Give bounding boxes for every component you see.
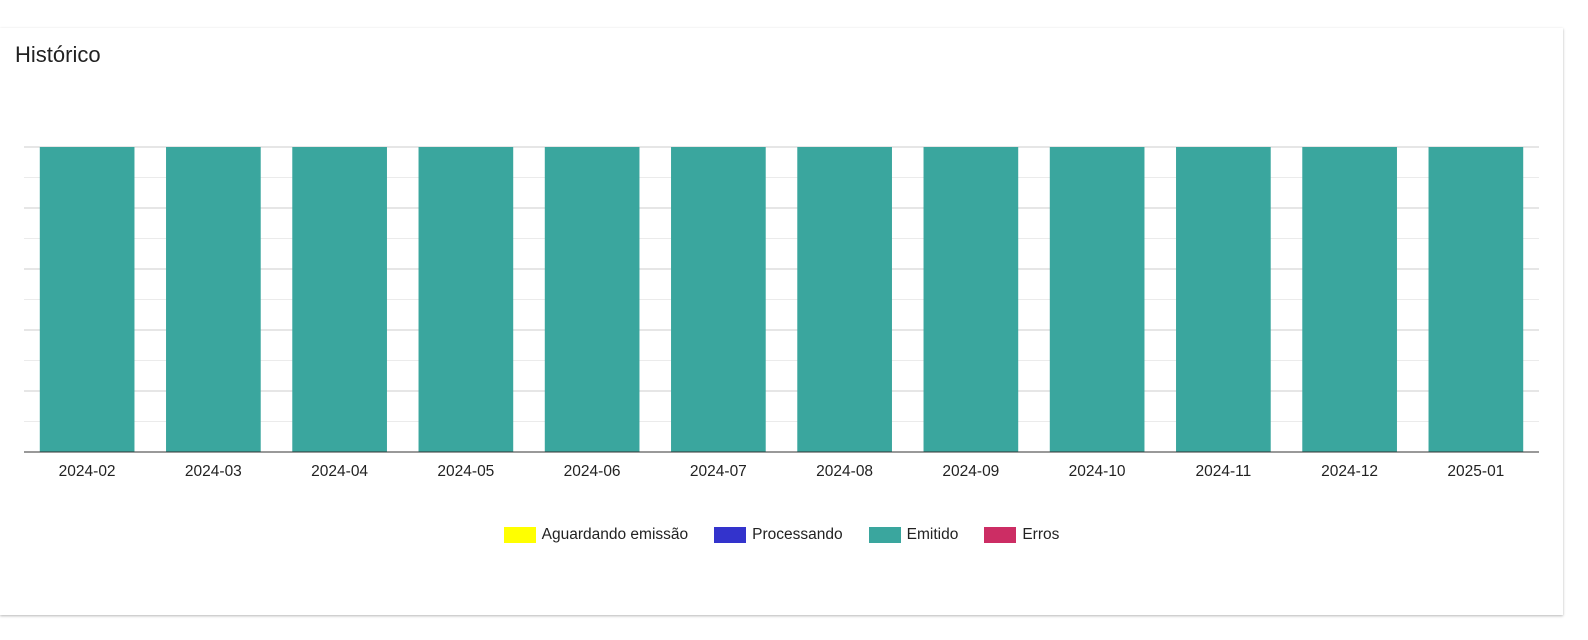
legend-item[interactable]: Emitido (868, 526, 959, 544)
legend-label: Aguardando emissão (541, 526, 689, 543)
bar-emitido-2025-01[interactable] (1428, 147, 1524, 452)
legend-item[interactable]: Aguardando emissão (503, 526, 689, 544)
bar-emitido-2024-09[interactable] (923, 147, 1019, 452)
bar-emitido-2024-11[interactable] (1176, 147, 1271, 452)
bar-emitido-2024-05[interactable] (418, 147, 514, 452)
x-tick-label: 2024-05 (437, 463, 494, 480)
x-tick-label: 2024-04 (311, 463, 368, 480)
bar-emitido-2024-08[interactable] (797, 147, 892, 452)
x-tick-label: 2024-08 (816, 463, 873, 480)
history-bar-chart: 2024-02 2024-03 2024-04 2024-05 2024-06 2024-… (24, 146, 1539, 480)
history-card: Histórico 2024-02 2024-03 2024-04 2024-05 20… (0, 28, 1563, 615)
legend-label: Processando (752, 526, 843, 543)
x-tick-label: 2024-02 (59, 463, 116, 480)
bar-emitido-2024-04[interactable] (292, 147, 387, 452)
x-tick-label: 2024-06 (564, 463, 621, 480)
bar-emitido-2024-02[interactable] (39, 147, 135, 452)
card-title: Histórico (15, 42, 101, 67)
x-tick-label: 2024-10 (1069, 463, 1126, 480)
bar-emitido-2024-07[interactable] (671, 147, 766, 452)
legend-swatch (714, 527, 747, 543)
bar-emitido-2024-10[interactable] (1049, 147, 1145, 452)
x-tick-label: 2024-11 (1196, 463, 1252, 480)
x-tick-label: 2025-01 (1447, 463, 1504, 480)
legend-swatch (868, 527, 901, 543)
x-tick-label: 2024-07 (690, 463, 747, 480)
bar-emitido-2024-06[interactable] (544, 147, 640, 452)
bar-emitido-2024-03[interactable] (166, 147, 261, 452)
chart-legend: Aguardando emissão Processando Emitido Erro… (0, 526, 1563, 544)
legend-label: Erros (1022, 526, 1060, 543)
x-tick-label: 2024-09 (942, 463, 999, 480)
bar-emitido-2024-12[interactable] (1302, 147, 1397, 452)
legend-swatch (503, 527, 536, 543)
x-tick-label: 2024-03 (185, 463, 242, 480)
legend-item[interactable]: Erros (984, 526, 1059, 544)
x-tick-label: 2024-12 (1321, 463, 1378, 480)
legend-item[interactable]: Processando (714, 526, 843, 544)
legend-label: Emitido (906, 526, 959, 543)
legend-swatch (984, 527, 1017, 543)
